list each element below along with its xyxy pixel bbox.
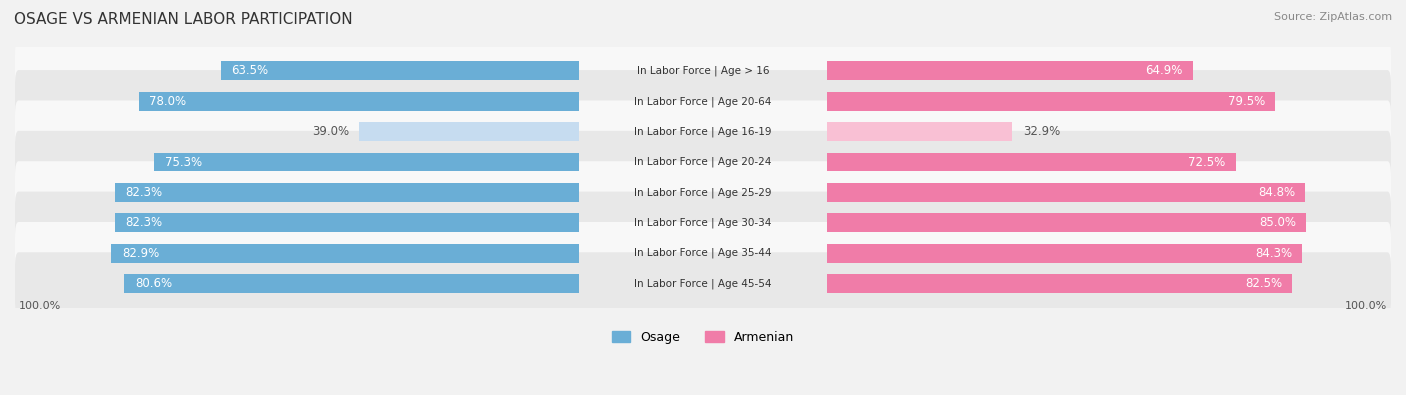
Bar — [827, 244, 1302, 263]
Text: 72.5%: 72.5% — [1188, 156, 1226, 169]
Bar — [111, 244, 579, 263]
Bar — [115, 183, 579, 202]
Bar — [827, 62, 1192, 80]
Bar — [115, 213, 579, 232]
Bar — [827, 213, 1306, 232]
Text: In Labor Force | Age > 16: In Labor Force | Age > 16 — [637, 66, 769, 76]
Text: 100.0%: 100.0% — [18, 301, 60, 311]
Text: 100.0%: 100.0% — [1346, 301, 1388, 311]
FancyBboxPatch shape — [15, 192, 1391, 254]
Text: In Labor Force | Age 20-24: In Labor Force | Age 20-24 — [634, 157, 772, 167]
Text: 82.3%: 82.3% — [125, 216, 162, 229]
FancyBboxPatch shape — [15, 252, 1391, 315]
Text: In Labor Force | Age 45-54: In Labor Force | Age 45-54 — [634, 278, 772, 289]
Bar — [827, 152, 1236, 171]
Bar — [827, 122, 1012, 141]
Bar — [827, 92, 1275, 111]
Bar — [139, 92, 579, 111]
FancyBboxPatch shape — [15, 40, 1391, 102]
Text: 75.3%: 75.3% — [165, 156, 202, 169]
Text: Source: ZipAtlas.com: Source: ZipAtlas.com — [1274, 12, 1392, 22]
Text: 32.9%: 32.9% — [1022, 125, 1060, 138]
Bar — [827, 183, 1305, 202]
FancyBboxPatch shape — [15, 100, 1391, 163]
Text: 63.5%: 63.5% — [231, 64, 269, 77]
Bar — [221, 62, 579, 80]
Bar — [359, 122, 579, 141]
Text: In Labor Force | Age 25-29: In Labor Force | Age 25-29 — [634, 187, 772, 198]
Text: 79.5%: 79.5% — [1227, 95, 1265, 108]
FancyBboxPatch shape — [15, 222, 1391, 284]
Text: 82.5%: 82.5% — [1244, 277, 1282, 290]
Bar — [155, 152, 579, 171]
Text: 82.3%: 82.3% — [125, 186, 162, 199]
Bar — [125, 274, 579, 293]
Bar — [827, 274, 1292, 293]
FancyBboxPatch shape — [15, 131, 1391, 193]
Text: In Labor Force | Age 30-34: In Labor Force | Age 30-34 — [634, 218, 772, 228]
FancyBboxPatch shape — [15, 70, 1391, 132]
Text: In Labor Force | Age 35-44: In Labor Force | Age 35-44 — [634, 248, 772, 258]
Text: OSAGE VS ARMENIAN LABOR PARTICIPATION: OSAGE VS ARMENIAN LABOR PARTICIPATION — [14, 12, 353, 27]
Text: In Labor Force | Age 16-19: In Labor Force | Age 16-19 — [634, 126, 772, 137]
Text: 82.9%: 82.9% — [122, 246, 159, 260]
Text: 64.9%: 64.9% — [1146, 64, 1182, 77]
Legend: Osage, Armenian: Osage, Armenian — [606, 325, 800, 348]
Text: 80.6%: 80.6% — [135, 277, 172, 290]
Text: 84.8%: 84.8% — [1258, 186, 1295, 199]
Text: 39.0%: 39.0% — [312, 125, 349, 138]
Text: In Labor Force | Age 20-64: In Labor Force | Age 20-64 — [634, 96, 772, 107]
Text: 78.0%: 78.0% — [149, 95, 187, 108]
FancyBboxPatch shape — [15, 161, 1391, 224]
Text: 84.3%: 84.3% — [1256, 246, 1292, 260]
Text: 85.0%: 85.0% — [1258, 216, 1296, 229]
